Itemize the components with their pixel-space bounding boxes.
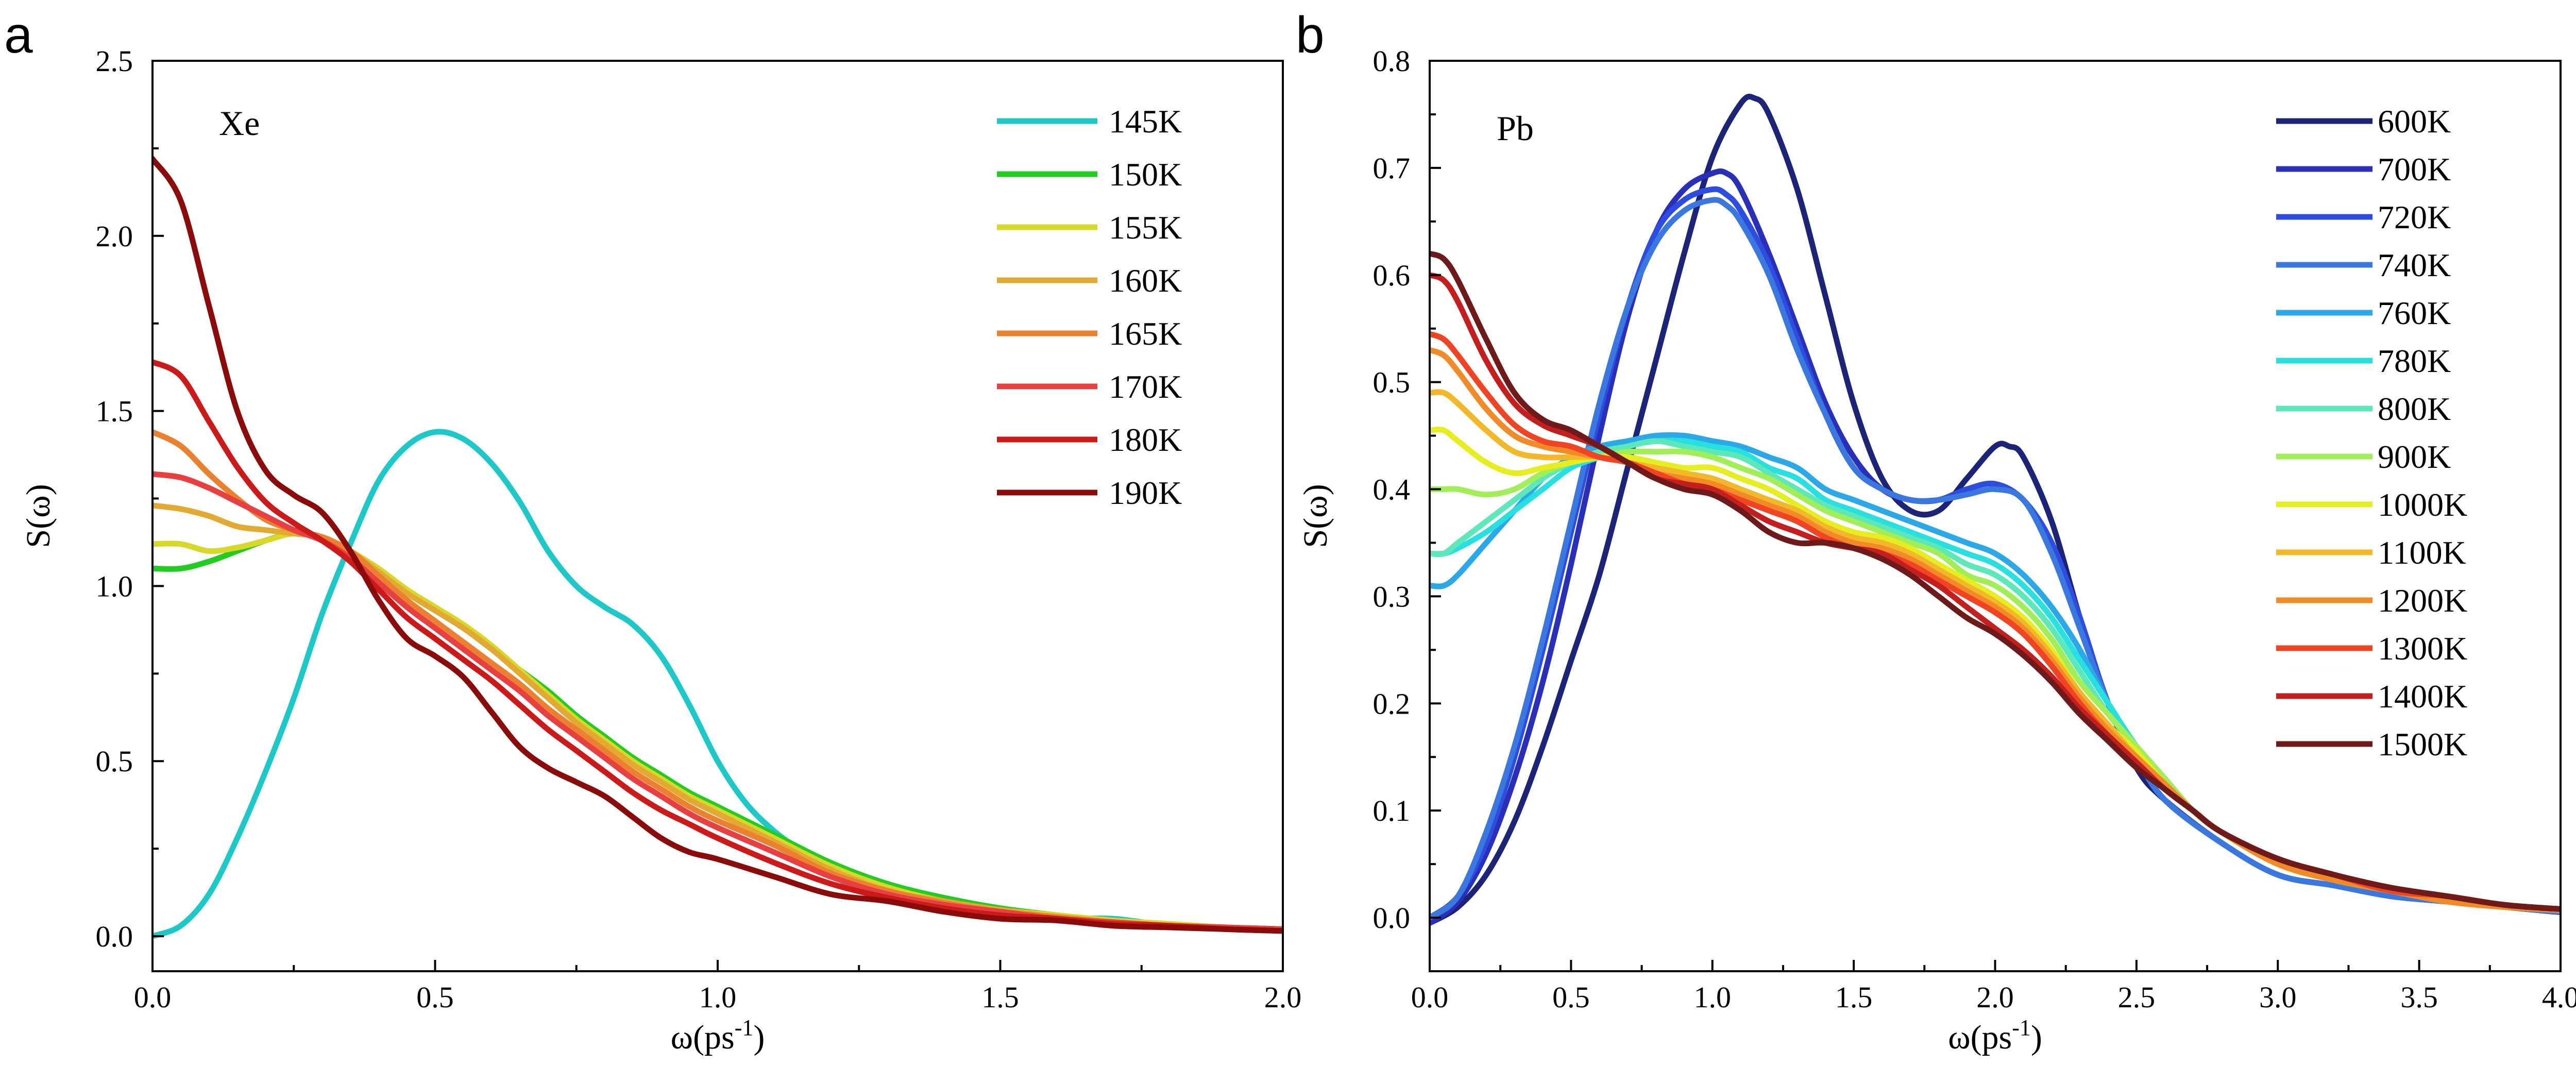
inset-label: Xe xyxy=(219,104,260,143)
y-tick-label: 0.7 xyxy=(1373,151,1411,185)
y-tick-label: 2.0 xyxy=(96,219,133,253)
legend-label: 900K xyxy=(2378,438,2451,475)
x-tick-label: 1.5 xyxy=(1835,980,1873,1014)
legend-label: 780K xyxy=(2378,343,2451,379)
legend-label: 1400K xyxy=(2378,678,2467,715)
series-line-155K xyxy=(152,530,1283,932)
series-line-740K xyxy=(1430,197,2561,921)
y-tick-label: 2.5 xyxy=(96,44,133,78)
chart-panel-a: a 0.0 0.5 1.0 1.5 2.0 0.0 0.5 1.0 1.5 2.0 2.5 ω(ps-1… xyxy=(4,6,1301,1056)
y-tick-label: 0.1 xyxy=(1373,794,1411,827)
legend: 145K 150K 155K 160K 165K 170K 180K 190K xyxy=(997,103,1182,511)
legend-label: 720K xyxy=(2378,199,2451,235)
panel-letter: a xyxy=(4,6,33,64)
x-axis-label: ω(ps-1) xyxy=(671,1015,765,1056)
y-tick-label: 0.8 xyxy=(1373,44,1411,78)
legend-label: 165K xyxy=(1109,315,1182,352)
y-tick-label: 1.5 xyxy=(96,395,133,428)
series-line-190K xyxy=(152,156,1283,934)
y-tick-label: 0.0 xyxy=(1373,901,1411,935)
y-tick-label: 0.6 xyxy=(1373,259,1411,292)
x-tick-label: 2.0 xyxy=(1264,980,1302,1014)
y-tick-label: 0.2 xyxy=(1373,687,1411,720)
series-line-160K xyxy=(152,502,1283,932)
chart-panel-b: b 0.0 0.5 1.0 1.5 2.0 2.5 3.0 3.5 4.0 0.0 0.1 0.2 0.3… xyxy=(1296,6,2576,1056)
x-axis-label: ω(ps-1) xyxy=(1948,1015,2042,1056)
x-tick-label: 0.0 xyxy=(1411,980,1449,1014)
legend-label: 740K xyxy=(2378,247,2451,283)
series-line-150K xyxy=(152,530,1283,932)
legend: 600K 700K 720K 740K 760K 780K 800K 900K 1000K 110… xyxy=(2276,103,2467,763)
legend-label: 160K xyxy=(1109,262,1182,299)
legend-label: 150K xyxy=(1109,156,1182,193)
legend-label: 1300K xyxy=(2378,630,2467,667)
panel-letter: b xyxy=(1296,6,1325,64)
series-group xyxy=(1430,94,2561,926)
legend-label: 170K xyxy=(1109,368,1182,405)
series-line-1500K xyxy=(1430,250,2561,912)
x-tick-label: 1.0 xyxy=(699,980,737,1014)
inset-label: Pb xyxy=(1497,109,1534,148)
x-tick-label: 0.5 xyxy=(416,980,454,1014)
legend-label: 760K xyxy=(2378,295,2451,331)
legend-label: 1500K xyxy=(2378,726,2467,763)
x-tick-label: 3.5 xyxy=(2400,980,2438,1014)
x-tick-label: 2.0 xyxy=(1976,980,2014,1014)
x-tick-label: 1.5 xyxy=(981,980,1019,1014)
y-tick-label: 0.5 xyxy=(1373,366,1411,399)
legend-label: 600K xyxy=(2378,103,2451,140)
legend-label: 800K xyxy=(2378,391,2451,427)
x-tick-label: 2.5 xyxy=(2118,980,2156,1014)
x-tick-label: 3.0 xyxy=(2259,980,2297,1014)
x-tick-label: 1.0 xyxy=(1694,980,1732,1014)
legend-label: 700K xyxy=(2378,151,2451,188)
legend-label: 1100K xyxy=(2378,534,2466,571)
legend-label: 190K xyxy=(1109,475,1182,511)
x-tick-label: 4.0 xyxy=(2542,980,2576,1014)
series-line-1200K xyxy=(1430,347,2561,913)
legend-label: 155K xyxy=(1109,209,1182,246)
series-group xyxy=(152,156,1283,939)
legend-label: 1200K xyxy=(2378,582,2467,619)
legend-label: 180K xyxy=(1109,421,1182,458)
y-axis-label: S(ω) xyxy=(20,484,57,548)
x-tick-label: 0.5 xyxy=(1552,980,1590,1014)
y-axis-label: S(ω) xyxy=(1297,484,1334,548)
y-tick-label: 0.0 xyxy=(96,920,133,953)
y-tick-label: 0.4 xyxy=(1373,473,1411,506)
y-tick-label: 0.3 xyxy=(1373,580,1411,613)
legend-label: 1000K xyxy=(2378,486,2467,523)
x-tick-label: 0.0 xyxy=(134,980,172,1014)
y-tick-label: 1.0 xyxy=(96,569,133,603)
y-tick-label: 0.5 xyxy=(96,745,133,778)
legend-label: 145K xyxy=(1109,103,1182,140)
